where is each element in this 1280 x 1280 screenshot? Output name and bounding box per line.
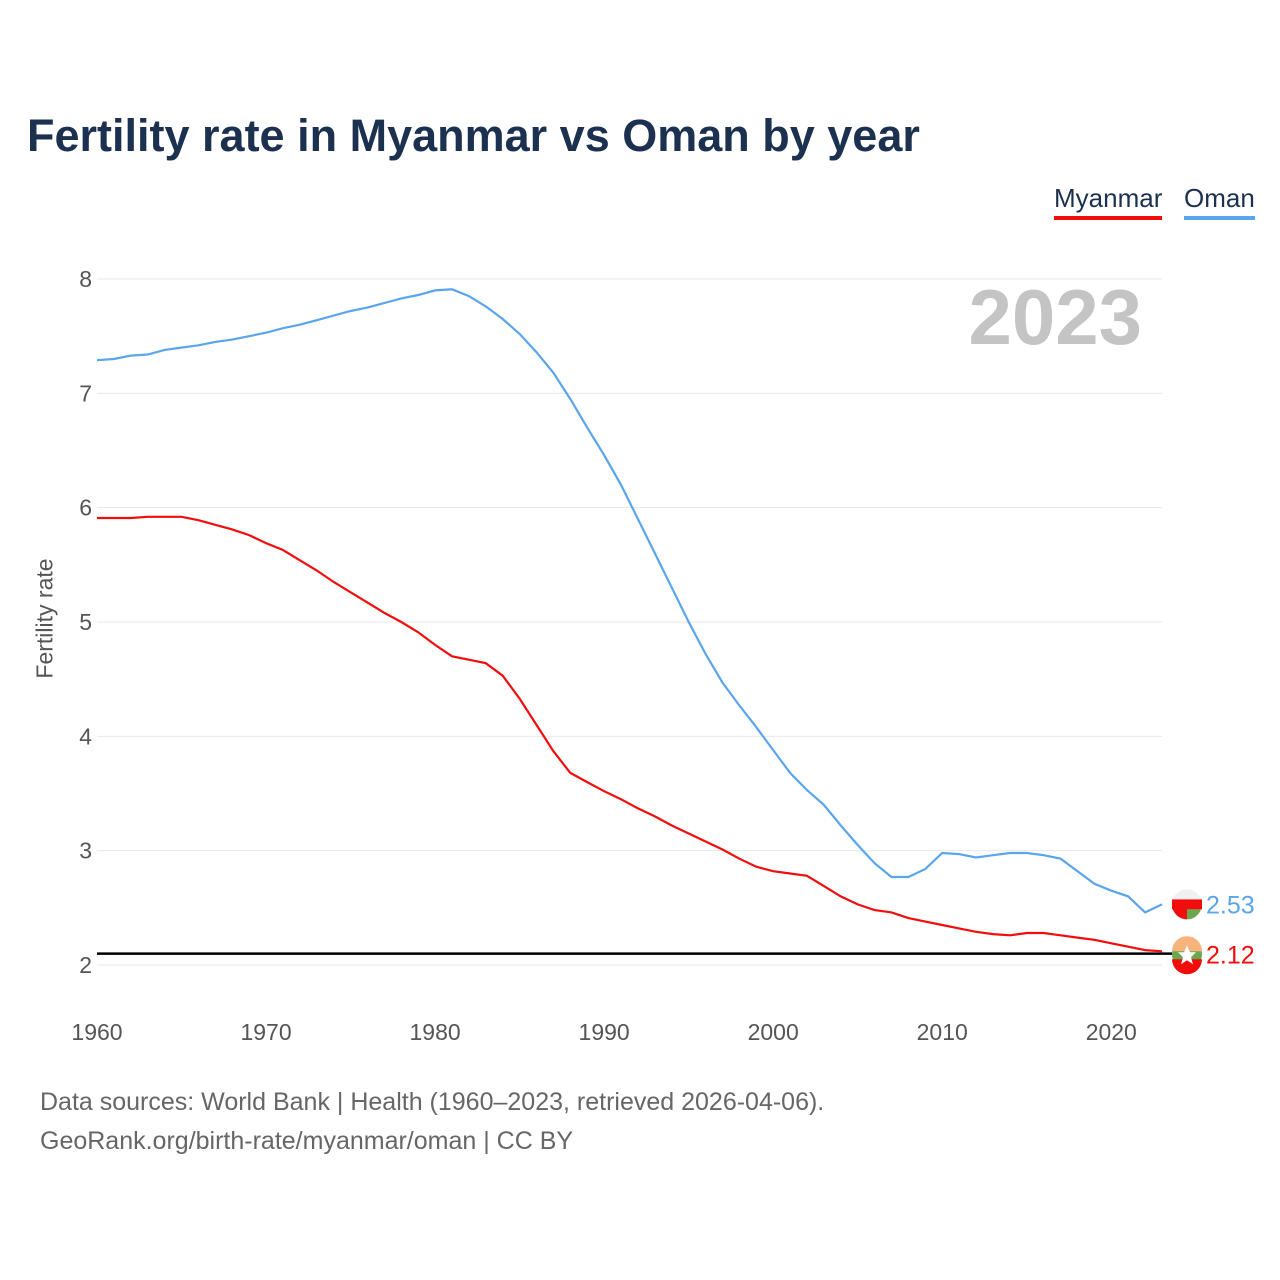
series-line-myanmar <box>97 515 1163 953</box>
x-tick-label: 1990 <box>579 1019 630 1045</box>
legend-oman[interactable]: Oman <box>1184 183 1255 220</box>
y-tick-label: 6 <box>79 495 92 521</box>
series-line-oman <box>96 288 1163 914</box>
y-tick-label: 8 <box>79 266 92 292</box>
myanmar-flag-icon <box>1178 945 1196 965</box>
oman-flag-icon <box>1187 909 1201 920</box>
footer-credit[interactable]: GeoRank.org/birth-rate/myanmar/oman | CC… <box>40 1127 574 1155</box>
current-year-label: 2023 <box>968 273 1142 361</box>
x-tick-label: 1970 <box>240 1019 291 1045</box>
footer-source: Data sources: World Bank | Health (1960–… <box>40 1088 825 1116</box>
y-tick-label: 3 <box>79 838 92 864</box>
x-tick-label: 1980 <box>410 1019 461 1045</box>
myanmar-flag-icon <box>1172 959 1202 975</box>
y-tick-label: 5 <box>79 609 92 635</box>
x-tick-label: 2020 <box>1086 1019 1137 1045</box>
y-tick-label: 2 <box>79 952 92 978</box>
oman-flag-icon <box>1172 899 1202 910</box>
x-tick-label: 1960 <box>71 1019 122 1045</box>
x-tick-label: 2010 <box>917 1019 968 1045</box>
y-tick-label: 7 <box>79 380 92 406</box>
end-value-label-oman: 2.53 <box>1206 891 1255 919</box>
myanmar-flag-icon <box>1172 936 1202 952</box>
chart-title: Fertility rate in Myanmar vs Oman by yea… <box>27 110 920 161</box>
legend-myanmar[interactable]: Myanmar <box>1054 183 1163 220</box>
end-value-label-myanmar: 2.12 <box>1206 941 1255 969</box>
y-tick-label: 4 <box>79 723 92 749</box>
x-tick-label: 2000 <box>748 1019 799 1045</box>
